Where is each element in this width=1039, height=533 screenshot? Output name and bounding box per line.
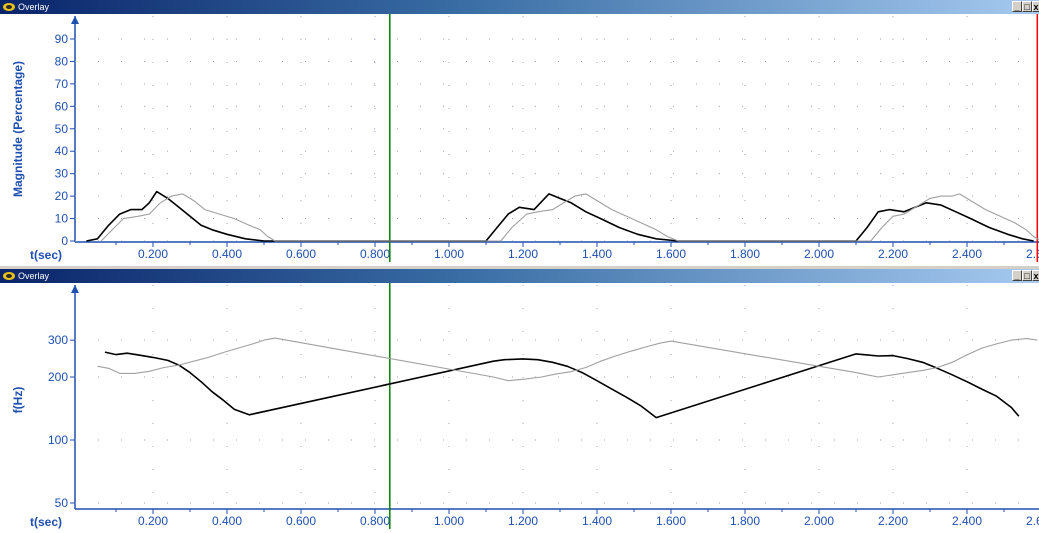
x-tick-label: 0.800 — [360, 247, 390, 261]
x-tick-label: 1.200 — [508, 247, 538, 261]
x-tick-label: 1.800 — [730, 247, 760, 261]
series-secondary-line — [100, 193, 1039, 242]
x-tick-label: 0.200 — [138, 247, 168, 261]
y-tick-label: 70 — [55, 77, 69, 91]
close-button[interactable]: x — [1032, 270, 1039, 281]
x-tick-label: 1.200 — [508, 514, 538, 528]
x-tick-label: 0.600 — [286, 247, 316, 261]
app-icon[interactable] — [3, 272, 15, 280]
y-tick-label: 20 — [55, 189, 69, 203]
y-tick-label: 50 — [55, 496, 69, 510]
x-tick-label: 2.600 — [1026, 514, 1039, 528]
x-tick-label: 0.400 — [212, 247, 242, 261]
overlay-window-pitch: Overlay _ □ x 0.200 0.400 0.600 0.800 1.000 1… — [0, 269, 1039, 533]
minimize-button[interactable]: _ — [1012, 270, 1022, 281]
x-axis-band — [0, 242, 1039, 266]
window-title: Overlay — [18, 2, 50, 12]
y-tick-label: 100 — [48, 433, 68, 447]
y-axis-arrow-icon — [71, 16, 79, 24]
y-axis-arrow-icon — [71, 285, 79, 293]
x-tick-label: 2.400 — [952, 514, 982, 528]
series-secondary-line — [97, 337, 1038, 382]
maximize-button[interactable]: □ — [1022, 1, 1032, 12]
y-axis-title: f(Hz) — [11, 387, 25, 414]
x-tick-label: 1.400 — [582, 514, 612, 528]
x-tick-label: 2.200 — [878, 514, 908, 528]
title-bar[interactable]: Overlay _ □ x — [0, 269, 1039, 283]
y-tick-label: 80 — [55, 54, 69, 68]
app-icon[interactable] — [3, 3, 15, 11]
pitch-chart[interactable]: 0.200 0.400 0.600 0.800 1.000 1.200 1.400 1.600… — [0, 283, 1039, 533]
y-tick-label: 300 — [48, 333, 68, 347]
y-tick-label: 30 — [55, 167, 69, 181]
close-button[interactable]: x — [1032, 1, 1039, 12]
x-tick-label: 2.400 — [952, 247, 982, 261]
x-tick-label: 2.600 — [1026, 247, 1039, 261]
x-tick-label: 2.200 — [878, 247, 908, 261]
y-tick-label: 60 — [55, 99, 69, 113]
y-tick-label: 10 — [55, 212, 69, 226]
x-tick-label: 2.000 — [804, 247, 834, 261]
y-axis-title: Magnitude (Percentage) — [11, 61, 25, 197]
y-tick-label: 200 — [48, 370, 68, 384]
x-tick-label: 0.600 — [286, 514, 316, 528]
y-tick-label: 40 — [55, 144, 69, 158]
x-axis-title: t(sec) — [30, 515, 62, 529]
series-primary-line — [104, 351, 1020, 419]
x-tick-label: 1.800 — [730, 514, 760, 528]
x-tick-label: 1.000 — [434, 247, 464, 261]
x-tick-label: 0.200 — [138, 514, 168, 528]
maximize-button[interactable]: □ — [1022, 270, 1032, 281]
title-bar[interactable]: Overlay _ □ x — [0, 0, 1039, 14]
overlay-window-magnitude: Overlay _ □ x 0.200 0.400 0.600 0.800 1.000 1… — [0, 0, 1039, 266]
y-tick-label: 0 — [61, 234, 68, 248]
y-tick-label: 50 — [55, 122, 69, 136]
x-axis-band — [0, 509, 1039, 533]
x-tick-label: 1.600 — [656, 247, 686, 261]
minimize-button[interactable]: _ — [1012, 1, 1022, 12]
series-primary-line — [86, 190, 1034, 242]
x-tick-label: 1.400 — [582, 247, 612, 261]
y-tick-label: 90 — [55, 32, 69, 46]
x-tick-label: 1.000 — [434, 514, 464, 528]
x-tick-label: 0.400 — [212, 514, 242, 528]
x-tick-label: 1.600 — [656, 514, 686, 528]
window-title: Overlay — [18, 271, 50, 281]
x-tick-label: 2.000 — [804, 514, 834, 528]
magnitude-chart[interactable]: 0.200 0.400 0.600 0.800 1.000 1.200 1.400 1.600… — [0, 14, 1039, 266]
x-axis-title: t(sec) — [30, 248, 62, 262]
x-tick-label: 0.800 — [360, 514, 390, 528]
